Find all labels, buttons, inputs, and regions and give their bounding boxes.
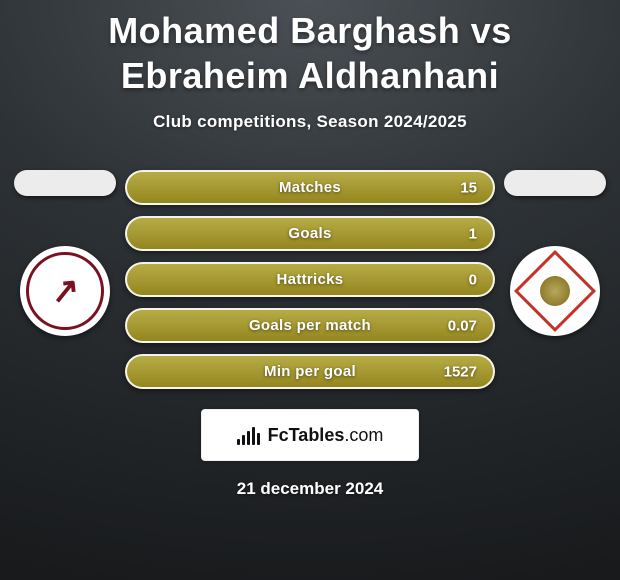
fctables-logo: FcTables.com [201,409,419,461]
stat-label: Goals [288,225,331,242]
stat-row: Matches 15 [125,170,495,205]
stat-row: Goals per match 0.07 [125,308,495,343]
right-flag [504,170,606,196]
comparison-row: ↗ Matches 15 Goals 1 Hattricks 0 Goals p… [0,170,620,389]
stat-label: Matches [279,179,341,196]
logo-text-main: FcTables [268,425,345,445]
stat-label: Min per goal [264,363,356,380]
stat-row: Goals 1 [125,216,495,251]
left-player-column: ↗ [10,170,120,336]
badge-glyph: ↗ [49,270,82,313]
stats-column: Matches 15 Goals 1 Hattricks 0 Goals per… [120,170,500,389]
logo-text: FcTables.com [268,425,384,446]
footer-date: 21 december 2024 [0,479,620,499]
stat-row: Hattricks 0 [125,262,495,297]
stat-value-right: 1 [469,225,477,242]
left-flag [14,170,116,196]
stat-value-right: 0 [469,271,477,288]
stat-label: Hattricks [277,271,344,288]
page-title: Mohamed Barghash vs Ebraheim Aldhanhani [0,0,620,98]
page-subtitle: Club competitions, Season 2024/2025 [0,112,620,132]
stat-label: Goals per match [249,317,371,334]
badge-diamond [514,250,596,332]
stat-row: Min per goal 1527 [125,354,495,389]
right-club-badge [510,246,600,336]
bar-chart-icon [237,425,260,445]
stat-value-right: 1527 [444,363,477,380]
stat-value-right: 15 [460,179,477,196]
left-club-badge: ↗ [20,246,110,336]
stat-value-right: 0.07 [448,317,477,334]
logo-text-suffix: .com [344,425,383,445]
right-player-column [500,170,610,336]
